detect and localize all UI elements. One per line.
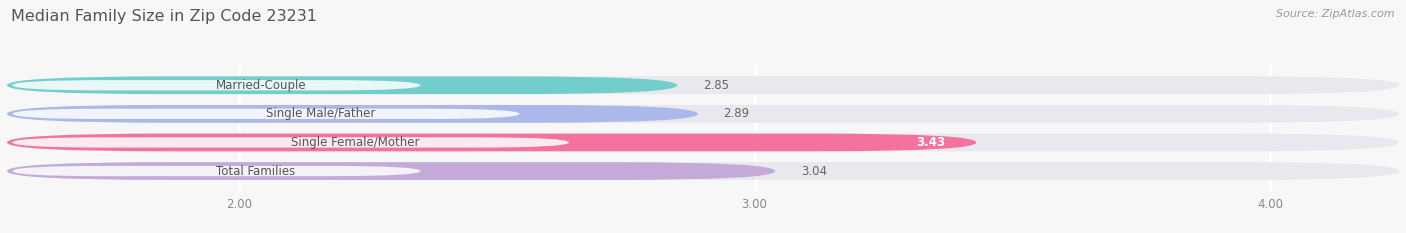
FancyBboxPatch shape: [13, 137, 569, 147]
Text: Median Family Size in Zip Code 23231: Median Family Size in Zip Code 23231: [11, 9, 318, 24]
Text: Married-Couple: Married-Couple: [217, 79, 307, 92]
FancyBboxPatch shape: [7, 134, 976, 151]
FancyBboxPatch shape: [13, 166, 420, 176]
FancyBboxPatch shape: [7, 76, 1399, 94]
Text: 3.43: 3.43: [917, 136, 945, 149]
Text: 3.04: 3.04: [801, 164, 827, 178]
Text: Single Female/Mother: Single Female/Mother: [291, 136, 419, 149]
FancyBboxPatch shape: [13, 80, 420, 90]
FancyBboxPatch shape: [7, 134, 1399, 151]
Text: Source: ZipAtlas.com: Source: ZipAtlas.com: [1277, 9, 1395, 19]
FancyBboxPatch shape: [7, 162, 1399, 180]
FancyBboxPatch shape: [7, 105, 697, 123]
Text: 2.89: 2.89: [724, 107, 749, 120]
FancyBboxPatch shape: [13, 109, 519, 119]
FancyBboxPatch shape: [7, 105, 1399, 123]
Text: 2.85: 2.85: [703, 79, 728, 92]
Text: Total Families: Total Families: [217, 164, 295, 178]
FancyBboxPatch shape: [7, 162, 775, 180]
FancyBboxPatch shape: [7, 76, 678, 94]
Text: Single Male/Father: Single Male/Father: [266, 107, 375, 120]
